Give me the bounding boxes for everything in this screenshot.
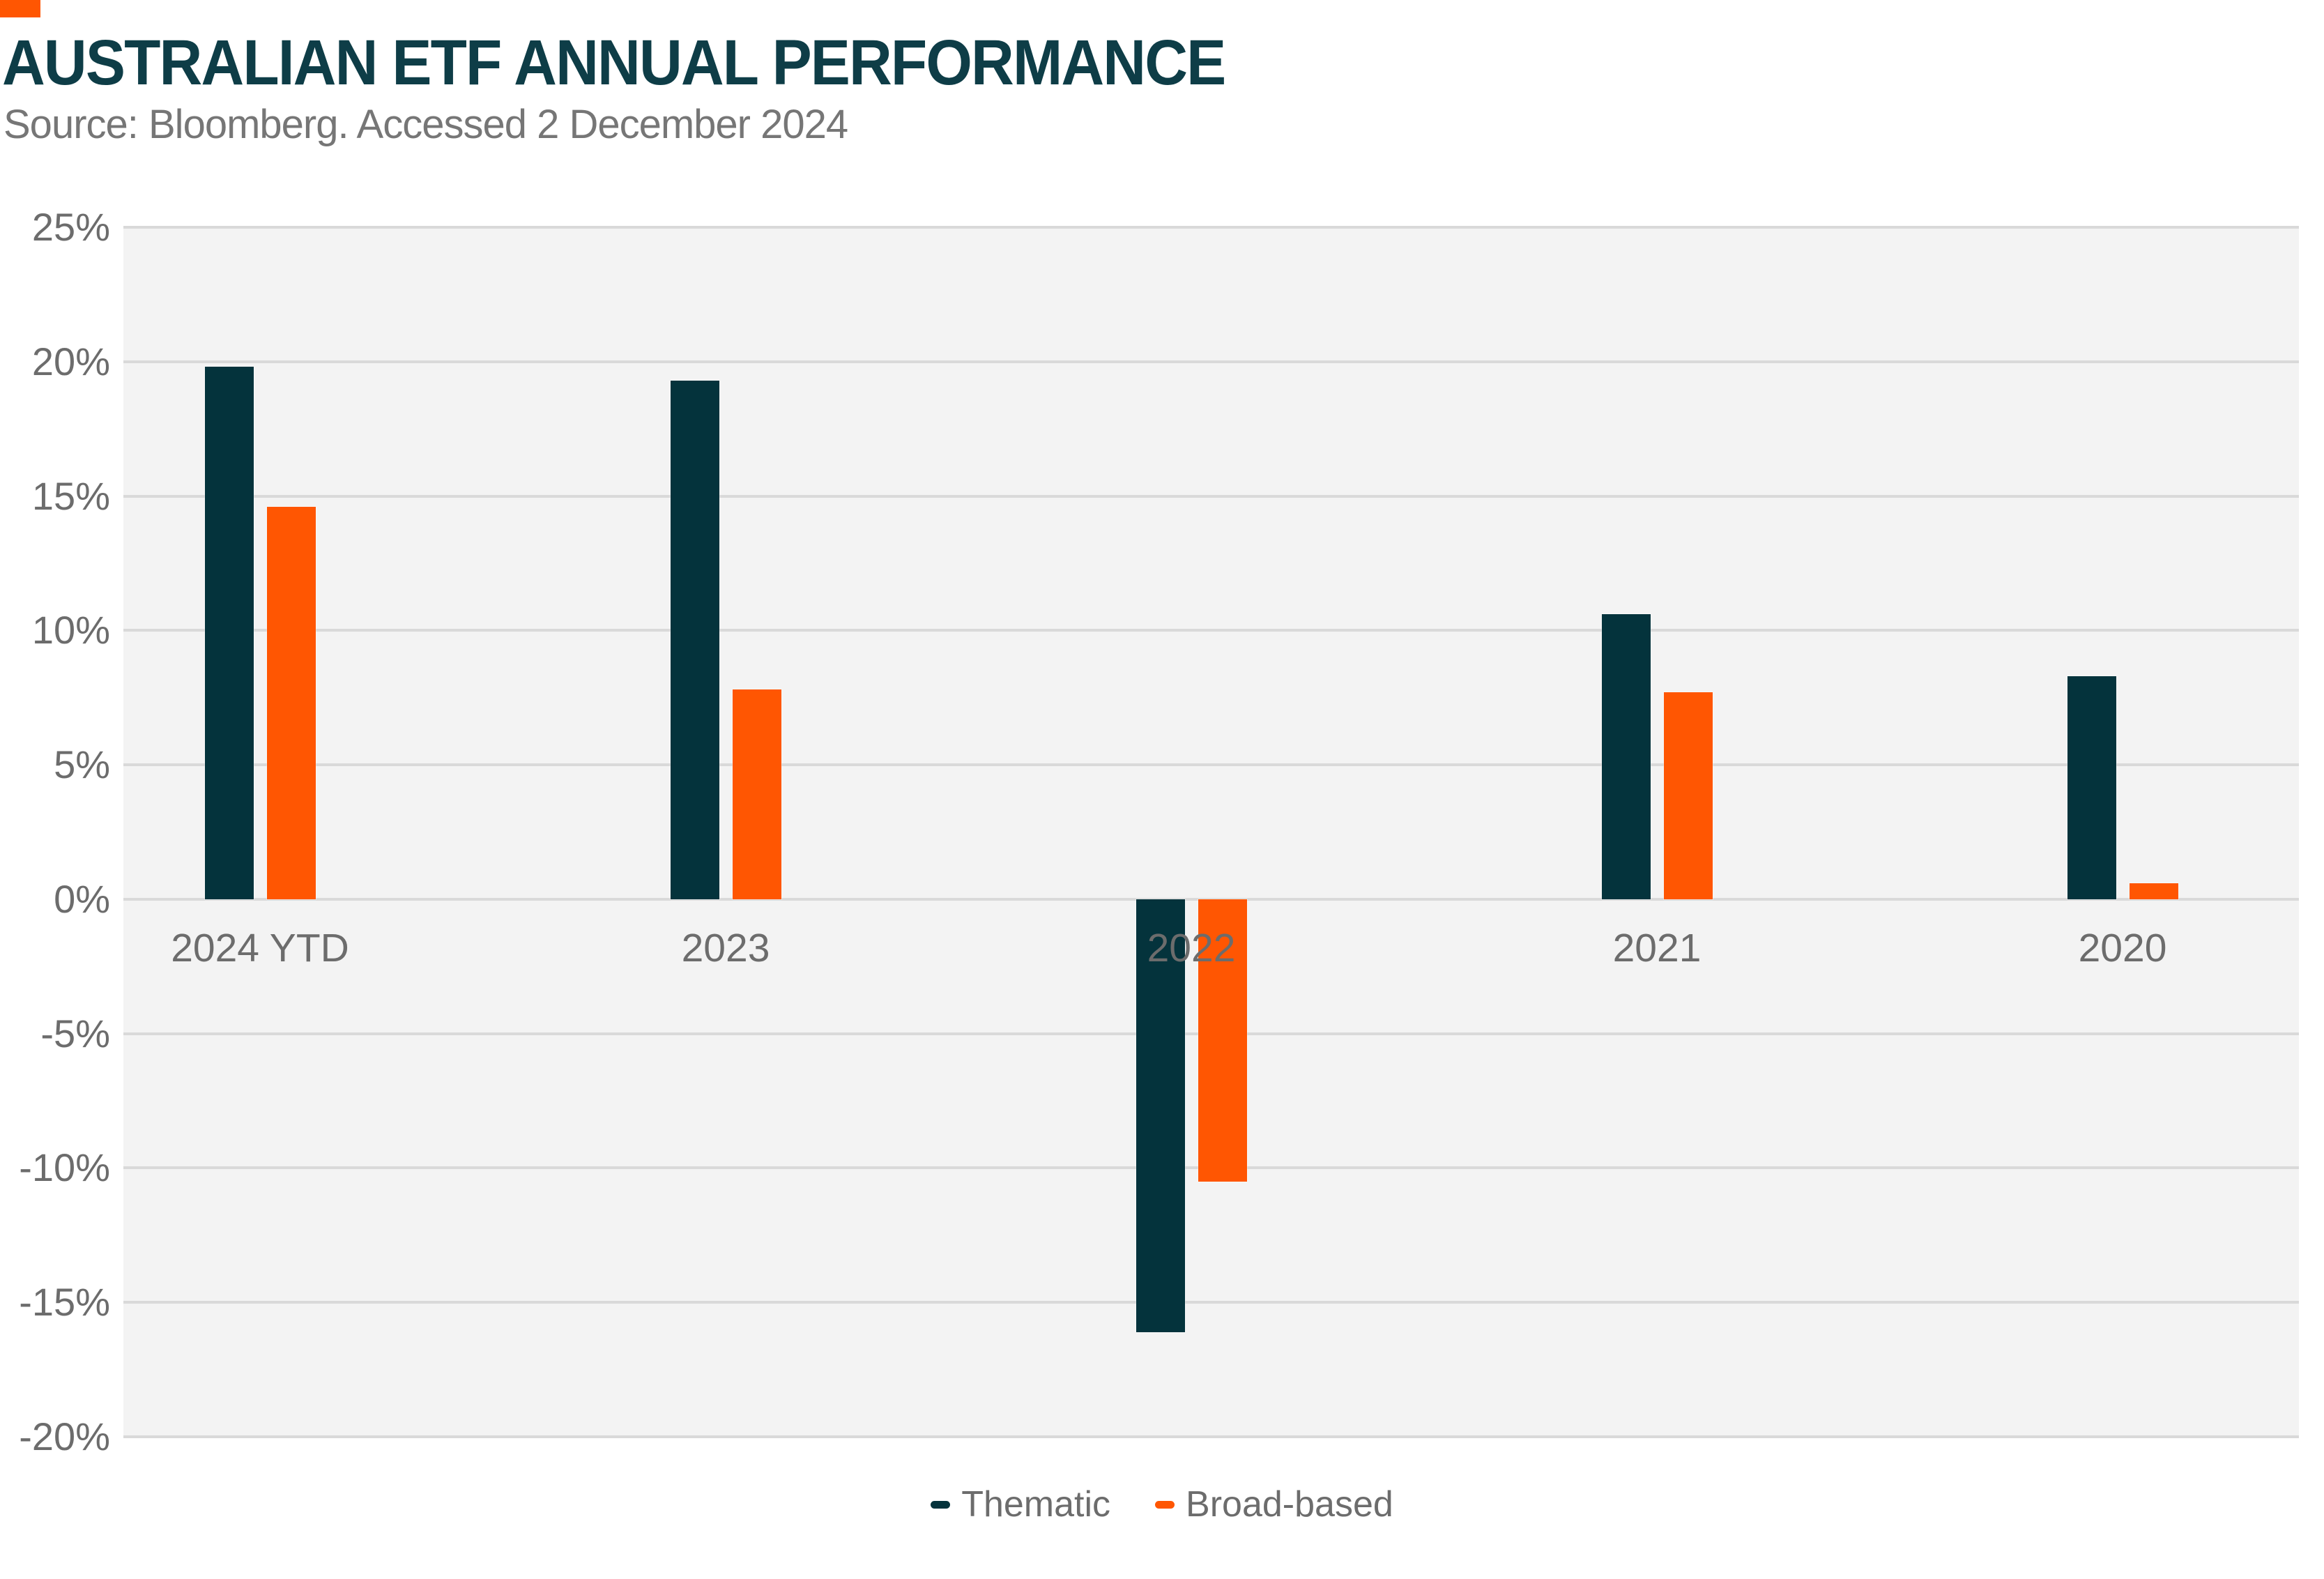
bar-broad-based-2022 (1198, 899, 1247, 1182)
gridline-5% (123, 763, 2299, 767)
gridline--15% (123, 1301, 2299, 1304)
x-category-label-2023: 2023 (681, 925, 770, 970)
bar-broad-based-2021 (1663, 692, 1713, 899)
bar-thematic-2023 (670, 380, 719, 899)
chart-source-subtitle: Source: Bloomberg. Accessed 2 December 2… (3, 102, 848, 147)
legend-marker-thematic (931, 1500, 951, 1509)
y-tick-label-20%: 20% (31, 339, 110, 383)
legend-item-thematic: Thematic (931, 1486, 1110, 1523)
gridline-25% (123, 226, 2299, 229)
y-tick-label--10%: -10% (19, 1145, 110, 1190)
x-category-label-2022: 2022 (1147, 925, 1236, 970)
bar-broad-based-2020 (2129, 883, 2178, 899)
y-tick-label--5%: -5% (40, 1011, 110, 1055)
gridline-10% (123, 629, 2299, 632)
bar-thematic-2022 (1136, 899, 1185, 1332)
y-tick-label-15%: 15% (31, 473, 110, 518)
bar-broad-based-2023 (732, 689, 781, 899)
y-tick-label-25%: 25% (31, 205, 110, 249)
y-tick-label--15%: -15% (19, 1280, 110, 1325)
brand-accent-rect (0, 0, 40, 17)
gridline--20% (123, 1435, 2299, 1438)
x-category-label-2024-ytd: 2024 YTD (171, 925, 349, 970)
x-category-label-2021: 2021 (1612, 925, 1702, 970)
gridline-15% (123, 494, 2299, 498)
legend: Thematic Broad-based (0, 1482, 2324, 1527)
legend-label-broad-based: Broad-based (1186, 1484, 1393, 1525)
bar-thematic-2021 (1601, 614, 1651, 899)
bar-thematic-2020 (2067, 676, 2116, 899)
y-tick-label-10%: 10% (31, 608, 110, 653)
legend-item-broad-based: Broad-based (1155, 1486, 1393, 1523)
legend-marker-broad-based (1155, 1500, 1175, 1509)
bar-broad-based-2024-ytd (266, 506, 316, 899)
y-tick-label-0%: 0% (54, 876, 110, 921)
x-category-label-2020: 2020 (2078, 925, 2167, 970)
y-tick-label-5%: 5% (54, 742, 110, 787)
plot-area (123, 227, 2299, 1437)
legend-label-thematic: Thematic (961, 1484, 1111, 1525)
bar-thematic-2024-ytd (204, 367, 254, 899)
chart-title: AUSTRALIAN ETF ANNUAL PERFORMANCE (2, 27, 1226, 98)
y-tick-label--20%: -20% (19, 1414, 110, 1458)
gridline-20% (123, 360, 2299, 363)
